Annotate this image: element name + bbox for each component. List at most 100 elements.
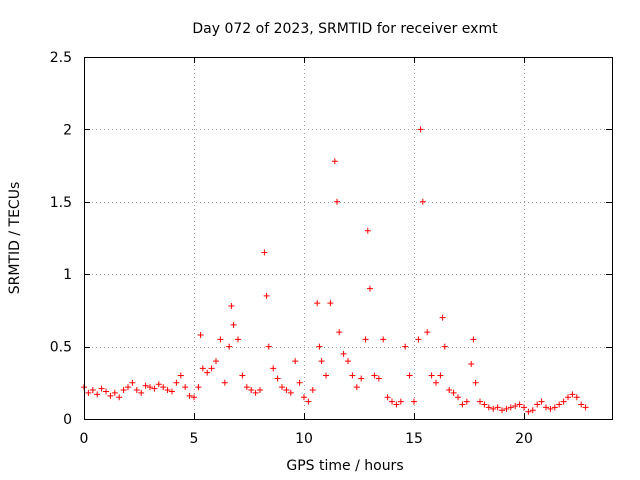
data-point	[384, 394, 391, 401]
chart-title: Day 072 of 2023, SRMTID for receiver exm…	[192, 21, 498, 37]
data-point	[89, 387, 96, 394]
data-point	[529, 407, 536, 414]
data-point	[133, 387, 140, 394]
data-point	[305, 398, 312, 405]
data-point	[565, 394, 571, 401]
data-point	[98, 385, 105, 392]
data-point	[274, 375, 281, 382]
data-point	[455, 394, 461, 401]
data-point	[173, 379, 180, 386]
data-point	[164, 387, 171, 394]
data-point	[204, 369, 211, 376]
data-point	[265, 343, 272, 350]
data-point	[389, 398, 395, 405]
data-point	[538, 398, 545, 405]
data-point	[424, 329, 431, 336]
data-point	[85, 389, 92, 396]
data-point	[340, 350, 347, 357]
grid	[84, 57, 612, 419]
data-point	[470, 336, 477, 343]
data-point	[191, 394, 197, 401]
data-point	[551, 404, 558, 411]
axis-ticks: 0 5 10 15 20 0 0.5 1 1.5 2 2.5	[50, 50, 612, 447]
y-tick-label: 1.5	[50, 195, 72, 211]
data-point	[111, 389, 118, 396]
data-point	[428, 372, 435, 379]
data-point	[417, 126, 424, 133]
data-point	[507, 404, 514, 411]
data-point	[560, 398, 567, 405]
data-point	[463, 398, 470, 405]
data-point	[415, 336, 422, 343]
data-point	[301, 394, 307, 401]
data-point	[468, 360, 475, 367]
data-point	[367, 285, 373, 292]
data-point	[441, 343, 448, 350]
data-point	[248, 387, 255, 394]
data-point	[490, 405, 497, 412]
data-point	[142, 382, 149, 389]
data-point	[334, 198, 340, 205]
data-point	[296, 379, 303, 386]
data-point	[353, 384, 360, 391]
data-point	[243, 384, 250, 391]
data-point	[147, 384, 153, 391]
data-point	[485, 404, 492, 411]
x-tick-label: 10	[295, 431, 313, 447]
data-point	[155, 381, 162, 388]
data-point	[499, 407, 505, 414]
data-point	[138, 389, 145, 396]
data-point	[481, 401, 488, 408]
data-point	[459, 401, 466, 408]
data-point	[283, 387, 290, 394]
data-point	[358, 375, 365, 382]
data-point	[151, 385, 158, 392]
data-point	[287, 389, 294, 396]
data-point	[393, 401, 400, 408]
data-point	[120, 387, 127, 394]
data-point	[446, 387, 453, 394]
data-point	[419, 198, 426, 205]
data-point	[472, 379, 479, 386]
data-point	[261, 249, 268, 256]
data-point	[230, 321, 237, 328]
data-point	[221, 379, 228, 386]
data-point	[406, 372, 413, 379]
data-point	[292, 358, 299, 365]
data-point	[199, 365, 206, 372]
data-point	[397, 398, 404, 405]
data-point	[314, 300, 321, 307]
data-point	[362, 336, 369, 343]
data-point	[309, 387, 316, 394]
data-point	[103, 388, 109, 395]
data-point	[226, 343, 233, 350]
data-point	[208, 365, 215, 372]
data-point	[380, 336, 387, 343]
x-tick-label: 20	[515, 431, 533, 447]
y-tick-label: 2.5	[50, 50, 72, 66]
data-point	[512, 402, 519, 409]
x-tick-label: 15	[405, 431, 423, 447]
x-tick-label: 0	[80, 431, 89, 447]
data-point	[252, 389, 259, 396]
data-point	[573, 394, 580, 401]
data-point	[521, 404, 527, 411]
data-point	[477, 398, 483, 405]
data-point	[182, 384, 189, 391]
data-point	[516, 401, 523, 408]
data-point	[197, 332, 204, 339]
y-tick-label: 1	[63, 267, 72, 283]
data-point	[402, 343, 409, 350]
data-point	[270, 365, 277, 372]
data-point	[213, 358, 219, 365]
data-point	[195, 384, 202, 391]
x-tick-label: 5	[190, 431, 199, 447]
data-point	[235, 336, 241, 343]
data-point	[318, 358, 325, 365]
data-point	[345, 358, 351, 365]
data-point	[375, 375, 382, 382]
data-point	[107, 392, 114, 399]
data-point	[323, 372, 329, 379]
y-tick-label: 0.5	[50, 340, 72, 356]
data-point	[525, 408, 532, 415]
